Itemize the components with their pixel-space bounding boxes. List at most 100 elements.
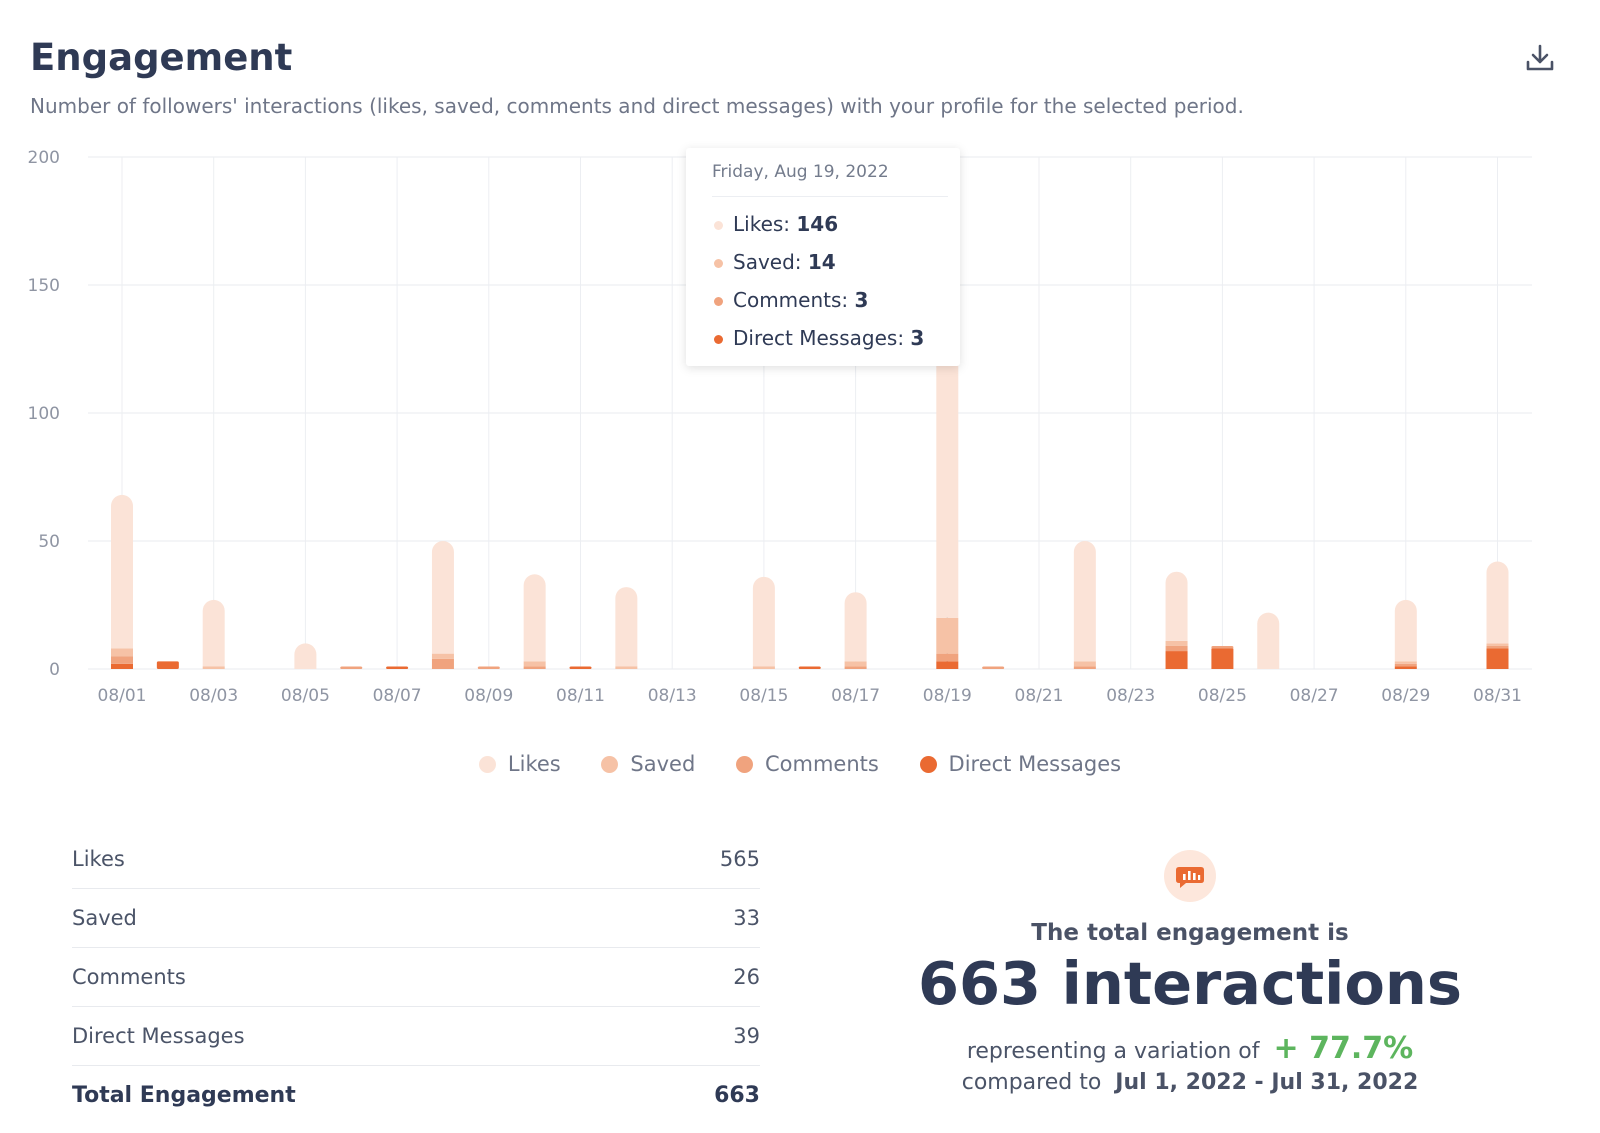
bar-comments — [1211, 645, 1234, 649]
bar-saved — [615, 666, 638, 669]
bar-likes — [1073, 541, 1096, 662]
y-tick-label: 50 — [38, 532, 60, 552]
engagement-chart: 0 50 100 150 200 08/01 08/03 08/05 08/07 08/09 08/… — [28, 148, 1532, 706]
page-title: Engagement — [30, 36, 293, 79]
bar-comments — [523, 666, 546, 669]
variation-prefix: representing a variation of — [966, 1038, 1260, 1064]
bar-likes — [202, 599, 225, 667]
x-tick-label: 08/07 — [373, 686, 422, 706]
bar-direct-messages — [569, 666, 592, 669]
bar-direct-messages — [1211, 648, 1234, 669]
x-tick-label: 08/29 — [1381, 686, 1430, 706]
bar-direct-messages — [1165, 651, 1188, 669]
bar-comments — [844, 666, 867, 669]
bar-direct-messages — [798, 666, 821, 669]
table-row: Likes 565 — [72, 830, 760, 889]
legend-item-comments[interactable]: Comments — [736, 752, 879, 776]
bar-saved — [1486, 643, 1509, 646]
bar-comments — [982, 666, 1005, 669]
table-row: Comments 26 — [72, 948, 760, 1007]
x-tick-label: 08/09 — [464, 686, 513, 706]
x-tick-label: 08/13 — [648, 686, 697, 706]
variation-percentage: + 77.7% — [1273, 1030, 1414, 1066]
legend-label: Saved — [630, 752, 696, 776]
bar-saved — [936, 617, 959, 654]
page-subtitle: Number of followers' interactions (likes… — [30, 94, 1244, 118]
tooltip-row-saved: Saved: 14 — [714, 250, 836, 274]
row-value: 33 — [733, 906, 760, 930]
tooltip-label: Comments: — [733, 288, 855, 312]
bar-likes — [294, 643, 317, 669]
bar-direct-messages — [1394, 666, 1417, 669]
tooltip-value: 3 — [854, 288, 869, 312]
x-tick-label: 08/27 — [1290, 686, 1339, 706]
summary-label: The total engagement is — [1031, 920, 1349, 946]
tooltip-row-comments: Comments: 3 — [714, 288, 868, 312]
bar-direct-messages — [386, 666, 409, 669]
bar-saved — [1073, 661, 1096, 667]
tooltip-value: 14 — [807, 250, 836, 274]
bar-likes — [1165, 571, 1188, 641]
bar-likes — [615, 587, 638, 667]
summary-comparison: compared to Jul 1, 2022 - Jul 31, 2022 — [900, 1070, 1480, 1095]
row-label: Comments — [72, 965, 186, 989]
x-tick-label: 08/11 — [556, 686, 605, 706]
chat-chart-icon — [1164, 850, 1216, 902]
bar-comments — [431, 658, 454, 669]
bar-comments — [936, 653, 959, 662]
bar-saved — [1165, 640, 1188, 646]
legend-item-direct-messages[interactable]: Direct Messages — [919, 752, 1122, 776]
direct-messages-dot-icon — [714, 335, 723, 344]
legend-item-likes[interactable]: Likes — [478, 752, 561, 776]
bar-saved — [431, 653, 454, 659]
x-tick-label: 08/05 — [281, 686, 330, 706]
engagement-table: Likes 565 Saved 33 Comments 26 Direct Messa… — [72, 830, 760, 1124]
y-tick-label: 0 — [49, 660, 60, 680]
bar-saved — [111, 648, 133, 657]
bar-saved — [844, 661, 867, 667]
y-tick-label: 100 — [28, 404, 60, 424]
bar-likes — [523, 574, 546, 662]
bar-likes — [1257, 612, 1280, 669]
total-label: Total Engagement — [72, 1082, 296, 1108]
summary-total: 663 interactions — [917, 949, 1463, 1018]
tooltip-label: Direct Messages: — [733, 326, 911, 350]
bar-saved — [202, 666, 225, 669]
bar-direct-messages — [156, 661, 179, 669]
x-tick-label: 08/03 — [189, 686, 238, 706]
bar-direct-messages — [1486, 648, 1509, 669]
row-label: Direct Messages — [72, 1024, 245, 1048]
download-button[interactable] — [1522, 40, 1558, 76]
legend-label: Direct Messages — [948, 752, 1122, 776]
legend-label: Comments — [765, 752, 879, 776]
bar-likes — [431, 541, 454, 654]
x-tick-label: 08/21 — [1015, 686, 1064, 706]
x-tick-label: 08/17 — [831, 686, 880, 706]
bar-likes — [1486, 561, 1509, 644]
table-row: Direct Messages 39 — [72, 1007, 760, 1066]
legend-label: Likes — [507, 752, 561, 776]
row-label: Saved — [72, 906, 137, 930]
legend-item-saved[interactable]: Saved — [601, 752, 695, 776]
chart-legend: Likes Saved Comments Direct Messages — [0, 752, 1600, 776]
bar-direct-messages — [936, 661, 959, 669]
legend-direct-messages-dot-icon — [919, 756, 937, 773]
tooltip-value: 3 — [910, 326, 925, 350]
x-tick-label: 08/31 — [1473, 686, 1522, 706]
x-tick-label: 08/23 — [1106, 686, 1155, 706]
chart-tooltip: Friday, Aug 19, 2022 Likes: 146 Saved: 1… — [686, 148, 960, 366]
bar-comments — [477, 666, 500, 669]
x-tick-label: 08/01 — [98, 686, 147, 706]
tooltip-value: 146 — [796, 212, 839, 236]
bar-saved — [1394, 661, 1417, 664]
bar-saved — [752, 666, 775, 669]
engagement-summary: The total engagement is 663 interactions… — [900, 850, 1480, 1095]
tooltip-row-likes: Likes: 146 — [714, 212, 838, 236]
bar-likes — [752, 576, 775, 667]
row-value: 26 — [733, 965, 760, 989]
x-tick-label: 08/15 — [739, 686, 788, 706]
row-value: 39 — [733, 1024, 760, 1048]
table-total-row: Total Engagement 663 — [72, 1066, 760, 1124]
bar-comments — [111, 656, 133, 664]
bar-comments — [1073, 666, 1096, 669]
